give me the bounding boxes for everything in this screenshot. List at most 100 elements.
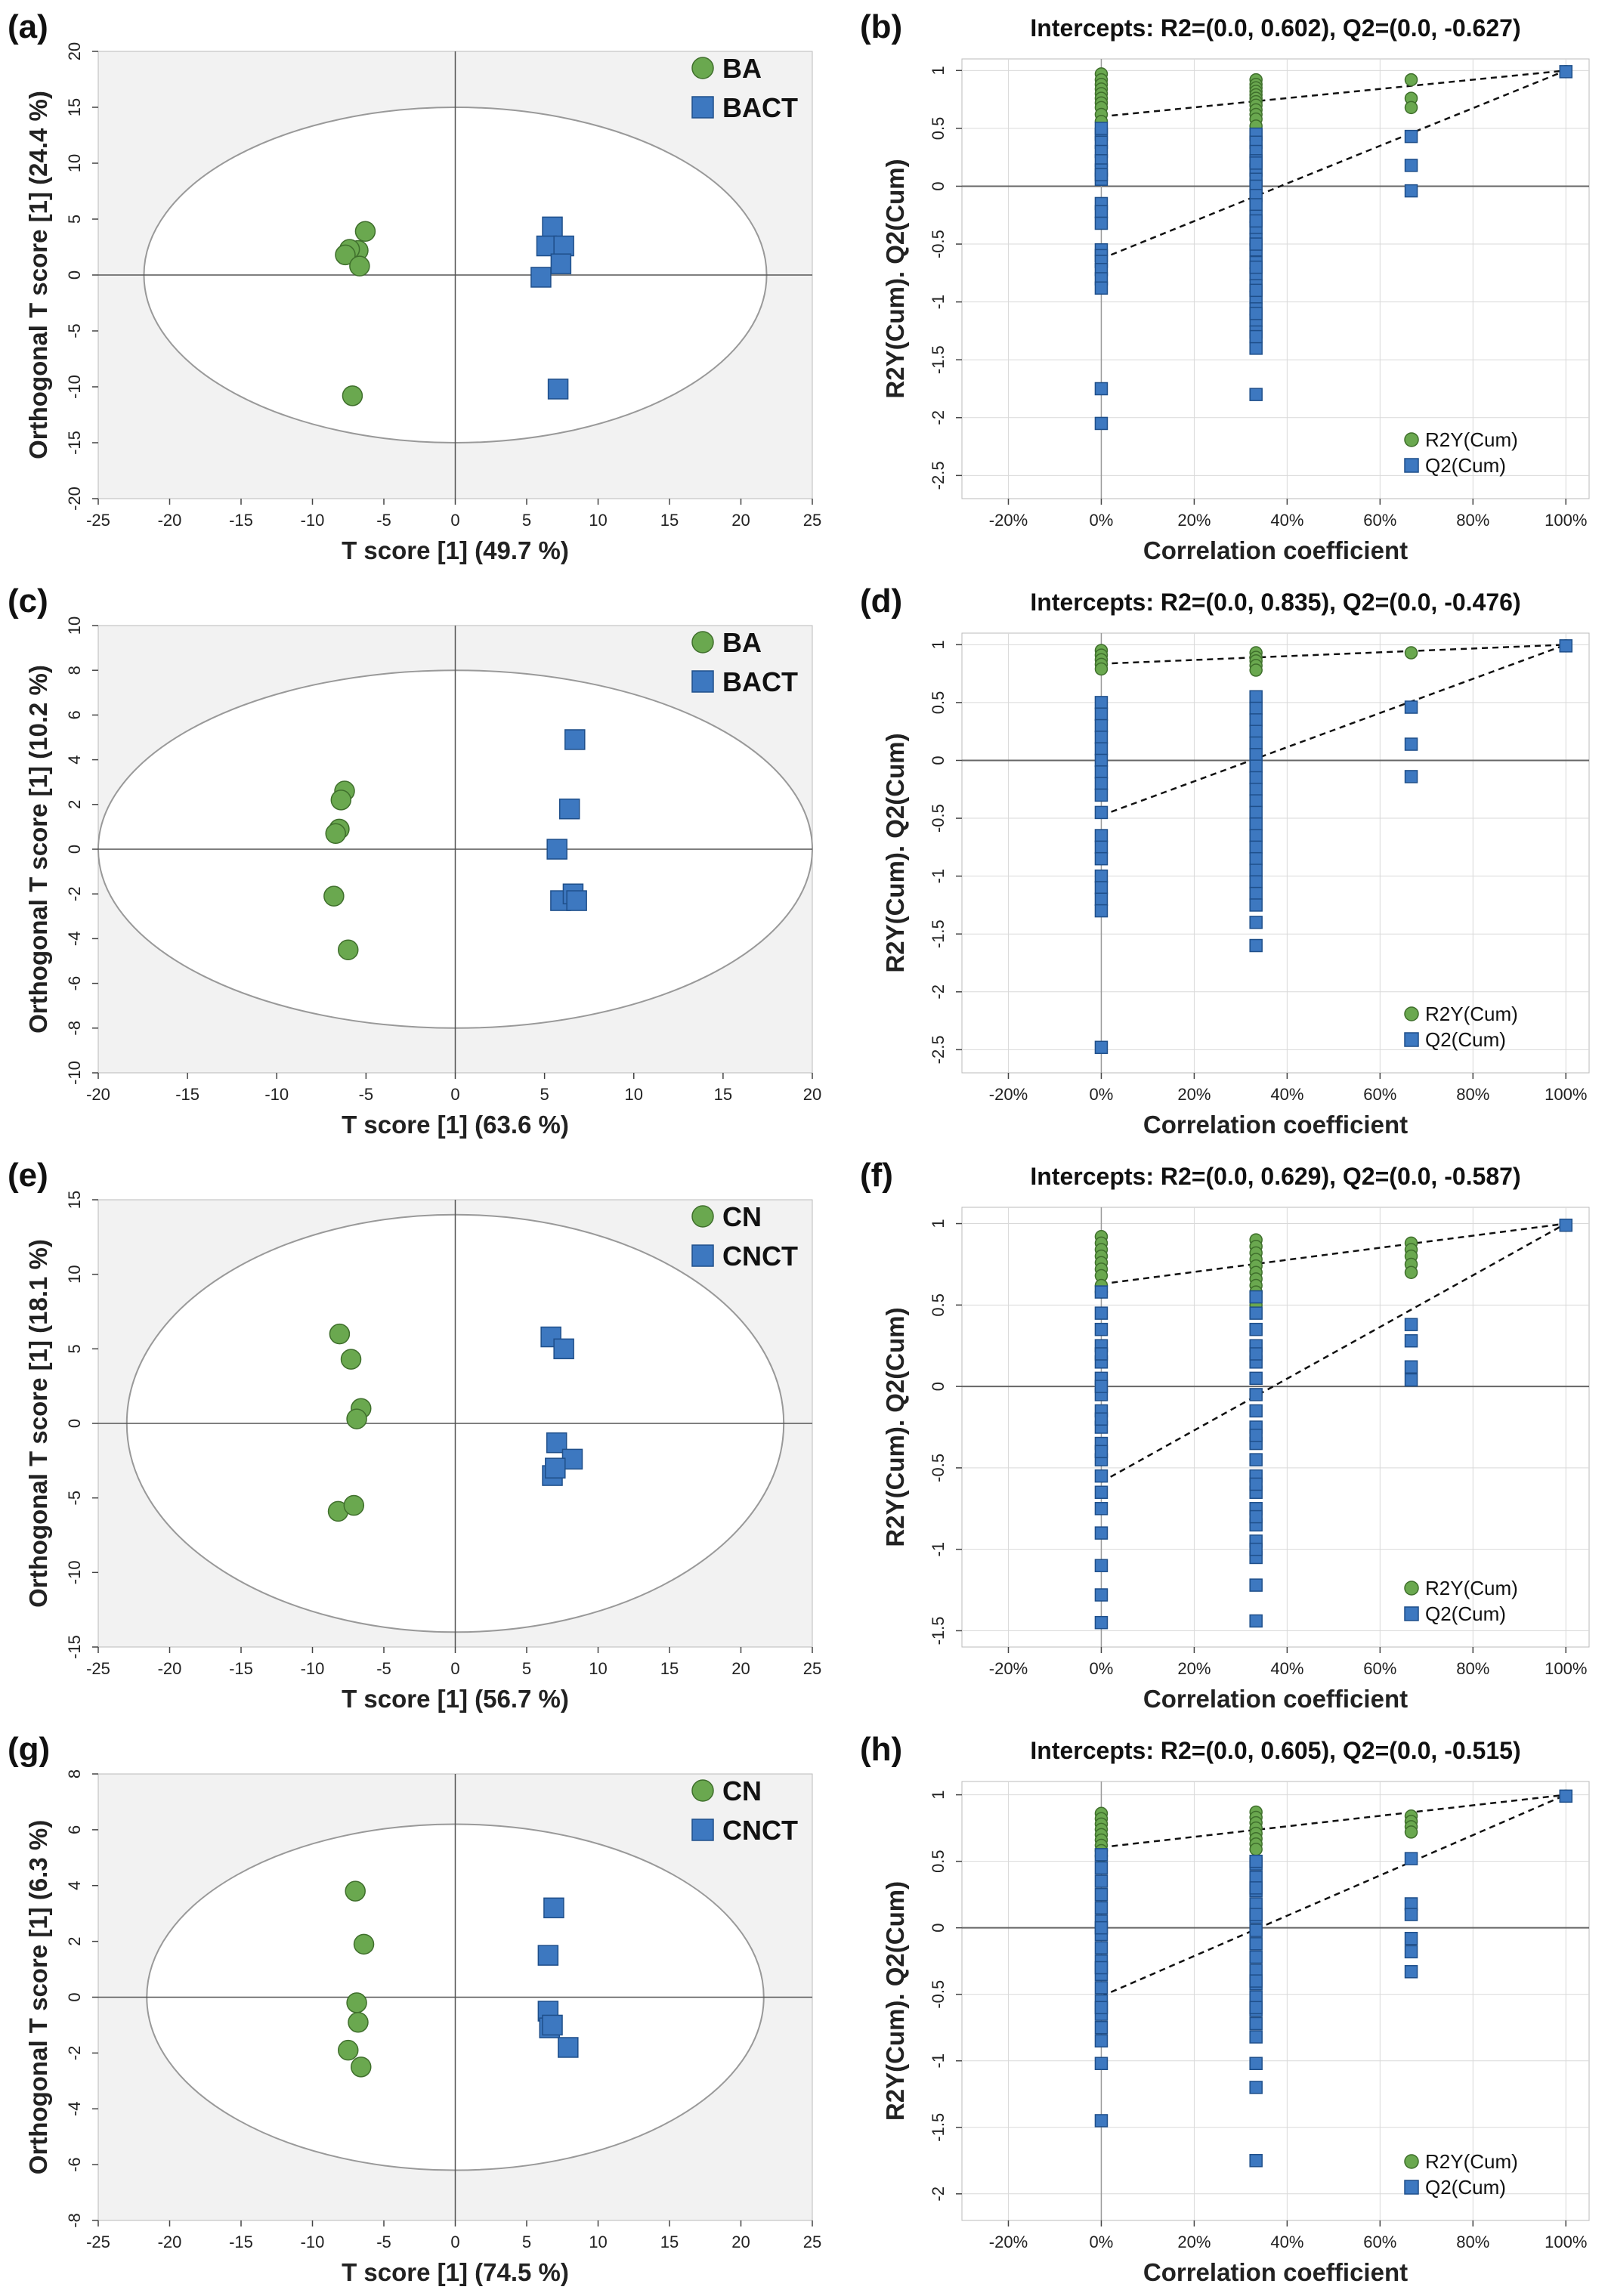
x-tick-label: -5	[376, 511, 391, 530]
data-point-square	[1094, 1874, 1109, 1888]
x-tick-label: 15	[660, 1659, 679, 1678]
legend-marker-square	[691, 1819, 714, 1841]
data-point-square	[1249, 198, 1263, 212]
data-point-circle	[325, 823, 346, 845]
q2-regression-line	[1100, 70, 1566, 260]
y-tick-label: -0.5	[929, 230, 948, 258]
q2-regression-line	[1101, 644, 1566, 817]
x-tick-label: -5	[359, 1085, 374, 1104]
data-point-circle	[343, 1494, 365, 1516]
x-tick-label: 100%	[1545, 511, 1587, 530]
y-tick-label: -10	[65, 375, 84, 399]
plot-title: Intercepts: R2=(0.0, 0.602), Q2=(0.0, -0…	[1030, 14, 1520, 42]
legend-marker-square	[1404, 1606, 1419, 1621]
y-tick-label: -1	[929, 2053, 948, 2069]
data-point-square	[1249, 1388, 1263, 1401]
data-point-square	[1249, 388, 1263, 401]
legend-label: Q2(Cum)	[1425, 1602, 1506, 1625]
y-tick-label: -5	[65, 323, 84, 338]
x-tick-label: 15	[660, 2233, 679, 2251]
x-tick-label: 40%	[1270, 2233, 1303, 2251]
y-tick-label: -1	[929, 295, 948, 310]
data-point-square	[1094, 1921, 1109, 1935]
x-tick-label: -10	[301, 2233, 325, 2251]
q2-regression-line	[1100, 1222, 1566, 1483]
legend-label: R2Y(Cum)	[1425, 1577, 1518, 1599]
data-point-square	[1094, 1040, 1109, 1055]
y-tick-label: -1.5	[929, 2113, 948, 2142]
panel-label: (b)	[860, 8, 902, 45]
x-tick-label: 20	[731, 511, 750, 530]
x-tick-label: 0	[450, 2233, 459, 2251]
panel-label: (h)	[860, 1731, 902, 1768]
data-point-square	[1094, 765, 1109, 779]
data-point-square	[1249, 771, 1263, 785]
y-tick-label: -0.5	[929, 1454, 948, 1482]
data-point-square	[545, 1457, 566, 1479]
data-point-square	[1249, 2154, 1263, 2168]
data-point-square	[553, 235, 574, 257]
y-tick-label: -15	[65, 1635, 84, 1659]
x-tick-label: -5	[376, 2233, 391, 2251]
y-tick-label: 0	[929, 756, 948, 765]
data-point-square	[1249, 886, 1263, 901]
series-two	[546, 729, 587, 911]
data-point-square	[1249, 851, 1263, 866]
x-tick-label: 0%	[1090, 511, 1114, 530]
data-point-circle	[340, 1349, 362, 1370]
data-point-square	[1094, 805, 1109, 820]
data-point-square	[1094, 731, 1109, 744]
x-tick-label: -10	[264, 1085, 289, 1104]
data-point-square	[1094, 1526, 1109, 1540]
x-tick-label: 25	[803, 1659, 821, 1678]
data-point-square	[1094, 1306, 1109, 1320]
data-point-square	[1094, 1615, 1109, 1630]
series-two	[1094, 1218, 1573, 1630]
data-point-square	[1094, 281, 1109, 295]
data-point-circle	[342, 385, 363, 406]
data-point-circle	[335, 244, 356, 266]
data-point-square	[1249, 2081, 1263, 2094]
y-tick-label: 0.5	[929, 1849, 948, 1873]
data-point-square	[1249, 748, 1263, 762]
chart-g: (g)-25 -20 -15 -10 -5 0 5 10 15 20 2586420-2-4-6-8…	[8, 1731, 821, 2286]
x-tick-label: 20	[731, 1659, 750, 1678]
data-point-square	[1094, 168, 1109, 181]
data-point-square	[1249, 1908, 1263, 1921]
data-point-circle	[348, 2011, 369, 2033]
chart-c: (c)-20 -15 -10 -5 0 5 10 15 201086420-2-4-6-8-10…	[8, 582, 821, 1139]
data-point-square	[1404, 1932, 1418, 1945]
x-tick-label: -20	[158, 1659, 182, 1678]
y-tick-label: -2	[929, 410, 948, 425]
series-one	[338, 1880, 375, 2078]
data-point-square	[1094, 851, 1109, 866]
legend-marker-circle	[1404, 1006, 1419, 1021]
data-point-square	[1094, 881, 1109, 895]
x-tick-label: 60%	[1363, 511, 1396, 530]
x-tick-label: 25	[803, 511, 821, 530]
x-tick-label: 40%	[1270, 511, 1303, 530]
panel-label: (e)	[8, 1157, 48, 1194]
y-axis-label: R2Y(Cum). Q2(Cum)	[881, 159, 909, 398]
data-point-square	[1094, 1285, 1109, 1299]
data-point-square	[1249, 2001, 1263, 2015]
x-tick-label: 20	[803, 1085, 821, 1104]
panel-a: (a) -25 -20 -15 -10 -5 0 5 10 15 20 25 20 15 10 5 0 -5 -10…	[0, 0, 831, 574]
x-tick-label: -15	[229, 2233, 253, 2251]
data-point-circle	[329, 1323, 351, 1345]
data-point-square	[1249, 1453, 1263, 1466]
y-tick-label: -2.5	[929, 461, 948, 490]
data-point-square	[1249, 214, 1263, 228]
data-point-square	[1094, 1941, 1109, 1955]
data-point-square	[1249, 2057, 1263, 2070]
data-point-square	[1404, 1318, 1418, 1331]
legend-marker-circle	[691, 57, 714, 79]
x-tick-label: -20	[158, 511, 182, 530]
data-point-square	[1094, 1901, 1109, 1915]
data-point-square	[1249, 1404, 1263, 1418]
x-tick-label: 40%	[1270, 1659, 1303, 1678]
data-point-square	[1094, 1412, 1109, 1426]
y-tick-label: 20	[65, 42, 84, 60]
legend-label: BA	[722, 53, 762, 84]
y-tick-label: 6	[65, 1825, 84, 1834]
